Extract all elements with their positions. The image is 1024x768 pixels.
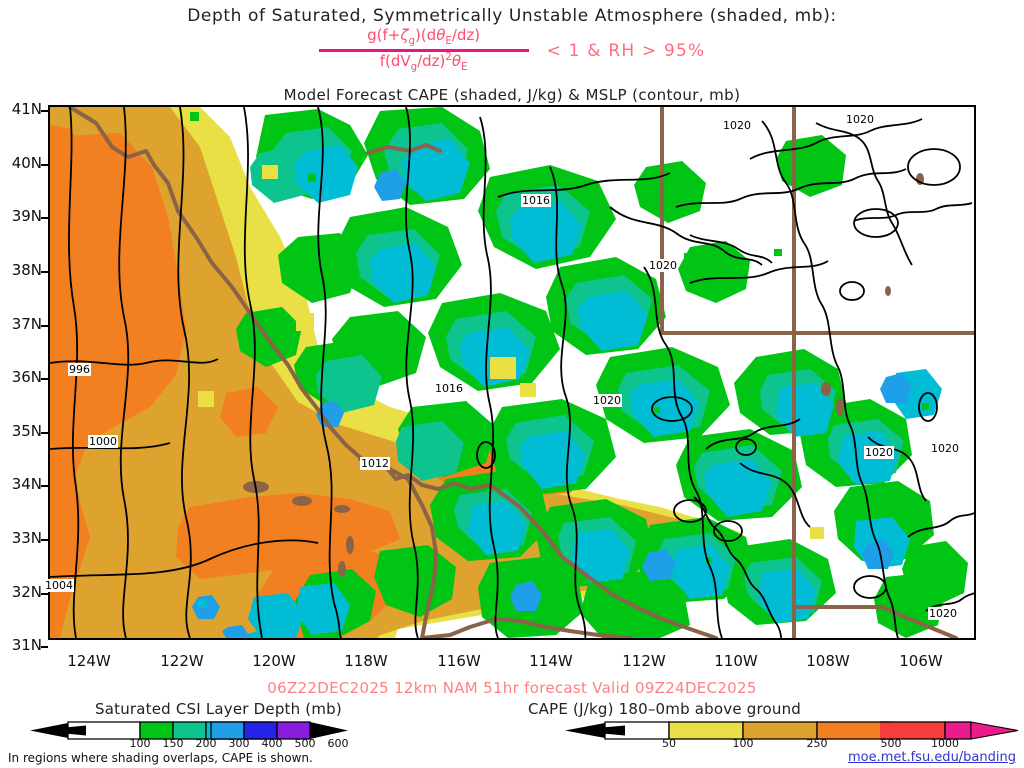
- ylabel-39N: 39N: [11, 207, 42, 225]
- cape-shade-250-b: [50, 133, 186, 459]
- formula-condition: < 1 & RH > 95%: [546, 40, 706, 61]
- page-title: Depth of Saturated, Symmetrically Unstab…: [187, 6, 837, 26]
- legend-tick: 100: [732, 737, 754, 750]
- ytick-39N: [41, 217, 48, 219]
- legend-tick: 50: [662, 737, 676, 750]
- border-ca-nv: [358, 457, 492, 491]
- xlabel-112W: 112W: [622, 652, 666, 670]
- overlap-note: In regions where shading overlaps, CAPE …: [8, 751, 313, 765]
- legend-tick: 250: [806, 737, 828, 750]
- xlabel-118W: 118W: [344, 652, 388, 670]
- legend-cape-svg: [565, 721, 892, 740]
- legend-csi-final2: [200, 721, 350, 740]
- legend-tick: 100: [129, 737, 151, 750]
- border-az-ca: [488, 483, 718, 638]
- map-canvas: [50, 107, 974, 638]
- ylabel-33N: 33N: [11, 529, 42, 547]
- ylabel-37N: 37N: [11, 315, 42, 333]
- political-borders: [68, 107, 974, 638]
- legend-tick: 500: [294, 737, 316, 750]
- legend-csi-final2-svg: [210, 721, 348, 740]
- formula-divider: [318, 48, 529, 52]
- formula-numerator: g(f+ζg)(dθE/dz): [367, 26, 481, 47]
- legend-title-csi: Saturated CSI Layer Depth (mb): [95, 700, 342, 718]
- ytick-37N: [41, 325, 48, 327]
- legend-tick: 400: [261, 737, 283, 750]
- legend-tick: 300: [228, 737, 250, 750]
- page-subtitle: Model Forecast CAPE (shaded, J/kg) & MSL…: [283, 86, 741, 104]
- legend-csi-ticks: 100 150 200 300 400 500 600: [0, 737, 1024, 753]
- ylabel-34N: 34N: [11, 475, 42, 493]
- legend-title-cape: CAPE (J/kg) 180–0mb above ground: [528, 700, 801, 718]
- legend-tick: 600: [327, 737, 349, 750]
- legend-tick: 1000: [931, 737, 959, 750]
- xlabel-106W: 106W: [899, 652, 943, 670]
- ylabel-31N: 31N: [11, 636, 42, 654]
- border-mexico: [420, 617, 632, 638]
- formula-denominator: f(dVg/dz)2θE: [379, 51, 468, 73]
- legend-tick: 200: [195, 737, 217, 750]
- ytick-33N: [41, 539, 48, 541]
- source-url-link[interactable]: moe.met.fsu.edu/banding: [847, 750, 1016, 765]
- map-container[interactable]: [48, 105, 976, 640]
- xlabel-122W: 122W: [160, 652, 204, 670]
- csi-shading: [190, 107, 968, 638]
- xlabel-120W: 120W: [252, 652, 296, 670]
- xlabel-124W: 124W: [67, 652, 111, 670]
- xlabel-108W: 108W: [806, 652, 850, 670]
- ytick-40N: [41, 164, 48, 166]
- xlabel-110W: 110W: [714, 652, 758, 670]
- ytick-38N: [41, 271, 48, 273]
- map-frame: [48, 105, 976, 640]
- legend-cape-right: [870, 721, 1024, 740]
- legend-tick: 150: [162, 737, 184, 750]
- ylabel-36N: 36N: [11, 368, 42, 386]
- border-coastline: [68, 107, 438, 638]
- ytick-34N: [41, 485, 48, 487]
- xlabel-116W: 116W: [437, 652, 481, 670]
- ylabel-38N: 38N: [11, 261, 42, 279]
- cape-shade-250-f: [220, 387, 278, 437]
- legend-tick: 500: [880, 737, 902, 750]
- border-az-nm-south: [792, 605, 958, 638]
- ylabel-32N: 32N: [11, 583, 42, 601]
- ylabel-35N: 35N: [11, 422, 42, 440]
- ylabel-40N: 40N: [11, 154, 42, 172]
- mslp-contours: [50, 107, 974, 638]
- ytick-35N: [41, 432, 48, 434]
- formula-fraction: g(f+ζg)(dθE/dz) f(dVg/dz)2θE: [318, 26, 529, 73]
- ytick-32N: [41, 593, 48, 595]
- legend-cape-right-svg: [870, 721, 1019, 740]
- legend-cape[interactable]: [563, 721, 967, 740]
- xlabel-114W: 114W: [529, 652, 573, 670]
- ytick-31N: [41, 646, 48, 648]
- legend-cape-ticks: 50 100 250 500 1000: [0, 737, 1024, 753]
- csi-criterion-formula: g(f+ζg)(dθE/dz) f(dVg/dz)2θE < 1 & RH > …: [0, 26, 1024, 73]
- forecast-stamp: 06Z22DEC2025 12km NAM 51hr forecast Vali…: [267, 679, 757, 697]
- ytick-41N: [41, 110, 48, 112]
- ytick-36N: [41, 378, 48, 380]
